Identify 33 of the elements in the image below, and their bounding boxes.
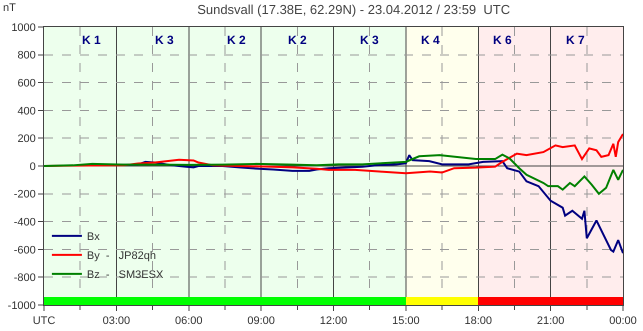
y-tick-label: -800	[14, 272, 36, 284]
y-axis-title: nT	[3, 2, 16, 14]
annotation: K 3	[155, 33, 174, 47]
x-tick-label: 12:00	[320, 315, 348, 328]
x-tick-label: 21:00	[536, 315, 564, 328]
annotation: K 2	[288, 33, 307, 47]
x-tick-label: 15:00	[392, 315, 420, 328]
y-tick-label: 0	[30, 160, 36, 173]
annotation: K 2	[227, 33, 246, 47]
y-tick-label: -200	[14, 188, 36, 201]
x-tick-label: 00:00	[609, 315, 637, 328]
y-tick-label: 200	[17, 133, 36, 146]
x-tick-label: 06:00	[174, 315, 203, 328]
y-tick-label: -600	[14, 244, 36, 256]
y-tick-label: 1000	[11, 22, 36, 34]
annotation: K 4	[421, 33, 440, 47]
legend-label: Bz - SM3ESX	[86, 269, 164, 282]
y-tick-label: -1000	[8, 300, 36, 312]
x-tick-label: 18:00	[464, 315, 492, 328]
annotation: K 7	[566, 33, 585, 47]
legend-label: Bx	[86, 231, 100, 244]
annotation: K 1	[82, 33, 101, 47]
y-tick-label: 800	[17, 50, 36, 62]
legend-label: By - JP82qh	[86, 250, 156, 262]
chart-title: Sundsvall (17.38E, 62.29N) - 23.04.2012 / 23:59 UTC	[197, 2, 510, 18]
annotation: K 6	[493, 33, 512, 47]
y-tick-label: 600	[17, 77, 36, 90]
y-tick-label: -400	[14, 216, 36, 228]
annotation: K 3	[360, 33, 379, 47]
y-tick-label: 400	[17, 105, 36, 118]
x-tick-label: 09:00	[247, 315, 275, 328]
x-tick-label: UTC	[32, 315, 56, 328]
x-tick-label: 03:00	[102, 315, 130, 328]
